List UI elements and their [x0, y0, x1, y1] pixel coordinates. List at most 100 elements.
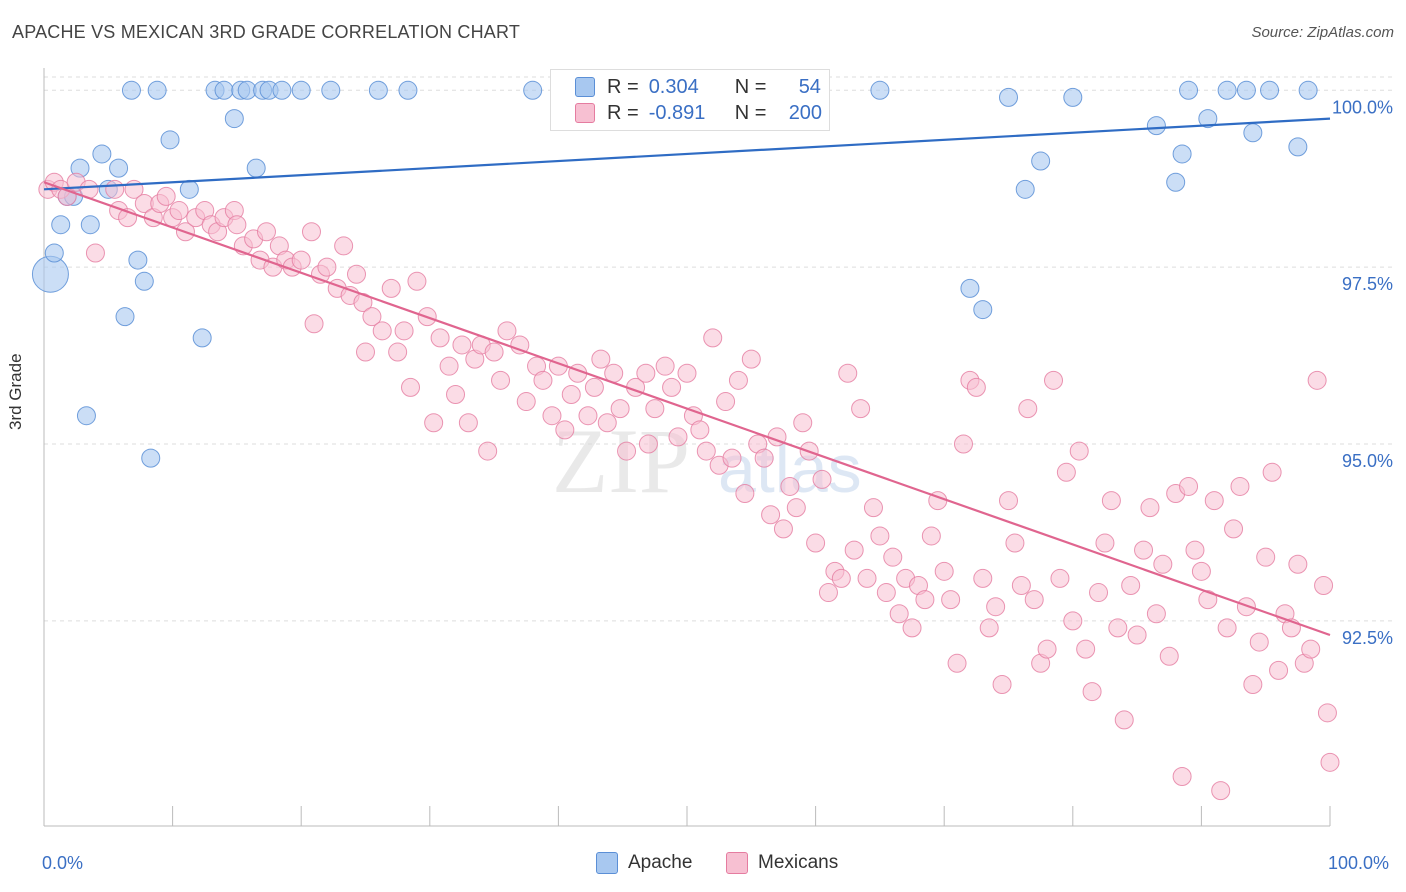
- legend-apache-n-value: 54: [798, 75, 821, 98]
- data-point-mexicans: [1211, 781, 1231, 801]
- data-point-mexicans: [1256, 547, 1276, 567]
- data-point-mexicans: [555, 420, 575, 440]
- data-point-mexicans: [1114, 710, 1134, 730]
- data-point-apache: [109, 158, 129, 178]
- data-point-mexicans: [301, 222, 321, 242]
- data-point-mexicans: [979, 618, 999, 638]
- data-point-mexicans: [844, 540, 864, 560]
- data-point-mexicans: [156, 186, 176, 206]
- legend-mexicans-r-label: R =: [607, 101, 639, 124]
- data-point-mexicans: [1224, 519, 1244, 539]
- data-point-mexicans: [227, 215, 247, 235]
- data-point-apache: [44, 243, 64, 263]
- legend-apache-r-value: 0.304: [648, 75, 699, 98]
- data-point-mexicans: [1153, 554, 1173, 574]
- data-point-mexicans: [1082, 682, 1102, 702]
- legend-row-apache: R = 0.304 N = 54: [575, 74, 821, 100]
- data-point-mexicans: [638, 434, 658, 454]
- data-point-mexicans: [1191, 561, 1211, 581]
- data-point-apache: [1298, 80, 1318, 100]
- data-point-mexicans: [1172, 766, 1192, 786]
- data-point-mexicans: [424, 413, 444, 433]
- data-point-mexicans: [863, 498, 883, 518]
- data-point-mexicans: [1134, 540, 1154, 560]
- data-point-mexicans: [346, 264, 366, 284]
- data-point-apache: [160, 130, 180, 150]
- data-point-mexicans: [1198, 590, 1218, 610]
- data-point-mexicans: [407, 271, 427, 291]
- y-tick-label: 92.5%: [1342, 628, 1393, 648]
- data-point-apache: [1236, 80, 1256, 100]
- data-point-mexicans: [999, 491, 1018, 511]
- data-point-mexicans: [394, 321, 414, 341]
- data-point-mexicans: [902, 618, 922, 638]
- data-point-mexicans: [169, 201, 189, 221]
- data-point-apache: [1146, 116, 1166, 136]
- data-point-mexicans: [761, 505, 781, 525]
- data-point-apache: [999, 87, 1018, 107]
- y-tick-label: 95.0%: [1342, 451, 1393, 471]
- data-point-apache: [141, 448, 161, 468]
- data-point-mexicans: [806, 533, 826, 553]
- data-point-mexicans: [1037, 639, 1057, 659]
- bottom-legend-apache: Apache: [596, 852, 692, 874]
- legend-mexicans-n-value: 200: [788, 101, 823, 124]
- data-point-apache: [128, 250, 148, 270]
- data-point-apache: [214, 80, 234, 100]
- data-point-mexicans: [703, 328, 723, 348]
- data-point-apache: [1260, 80, 1280, 100]
- data-point-apache: [179, 179, 199, 199]
- data-point-mexicans: [716, 392, 736, 412]
- data-point-apache: [1015, 179, 1035, 199]
- data-point-mexicans: [986, 597, 1006, 617]
- data-point-apache: [1179, 80, 1199, 100]
- data-point-mexicans: [921, 526, 941, 546]
- data-point-mexicans: [1159, 646, 1179, 666]
- legend-mexicans-r-value: -0.891: [648, 101, 706, 124]
- data-point-apache: [76, 406, 96, 426]
- data-point-mexicans: [1307, 370, 1327, 390]
- data-point-mexicans: [1317, 703, 1337, 723]
- data-point-mexicans: [381, 278, 401, 298]
- data-point-mexicans: [645, 399, 665, 419]
- data-point-mexicans: [876, 583, 896, 603]
- data-point-apache: [523, 80, 543, 100]
- legend-row-mexicans: R = -0.891 N = 200: [575, 100, 822, 126]
- chart-title: APACHE VS MEXICAN 3RD GRADE CORRELATION …: [12, 22, 521, 42]
- data-point-mexicans: [941, 590, 961, 610]
- data-point-mexicans: [561, 384, 581, 404]
- data-point-mexicans: [1011, 575, 1031, 595]
- data-point-apache: [192, 328, 212, 348]
- data-point-mexicans: [439, 356, 459, 376]
- data-point-mexicans: [1301, 639, 1321, 659]
- data-point-mexicans: [1121, 575, 1141, 595]
- data-point-mexicans: [1101, 491, 1121, 511]
- data-point-mexicans: [1249, 632, 1269, 652]
- data-point-mexicans: [1005, 533, 1025, 553]
- data-point-mexicans: [754, 448, 774, 468]
- data-point-mexicans: [690, 420, 710, 440]
- data-point-mexicans: [934, 561, 954, 581]
- y-tick-label: 100.0%: [1332, 97, 1393, 117]
- data-point-mexicans: [478, 441, 498, 461]
- data-point-mexicans: [966, 377, 986, 397]
- watermark-zip: ZIP: [552, 410, 690, 512]
- data-point-mexicans: [786, 498, 806, 518]
- data-point-mexicans: [973, 568, 993, 588]
- data-point-apache: [1172, 144, 1192, 164]
- x-tick-label-min: 0.0%: [42, 853, 84, 873]
- data-point-mexicans: [362, 307, 382, 327]
- data-point-mexicans: [1089, 583, 1109, 603]
- legend-mexicans-n-label: N =: [734, 101, 767, 124]
- bottom-legend-swatch-mexicans: [726, 852, 748, 874]
- data-point-mexicans: [1243, 675, 1263, 695]
- data-point-apache: [1243, 123, 1263, 143]
- data-point-mexicans: [655, 356, 675, 376]
- trend-line-mexicans: [43, 181, 1331, 637]
- data-point-mexicans: [584, 377, 604, 397]
- data-point-apache: [92, 144, 112, 164]
- legend-apache-n-label: N =: [734, 75, 767, 98]
- data-point-mexicans: [446, 384, 466, 404]
- data-point-mexicans: [304, 314, 324, 334]
